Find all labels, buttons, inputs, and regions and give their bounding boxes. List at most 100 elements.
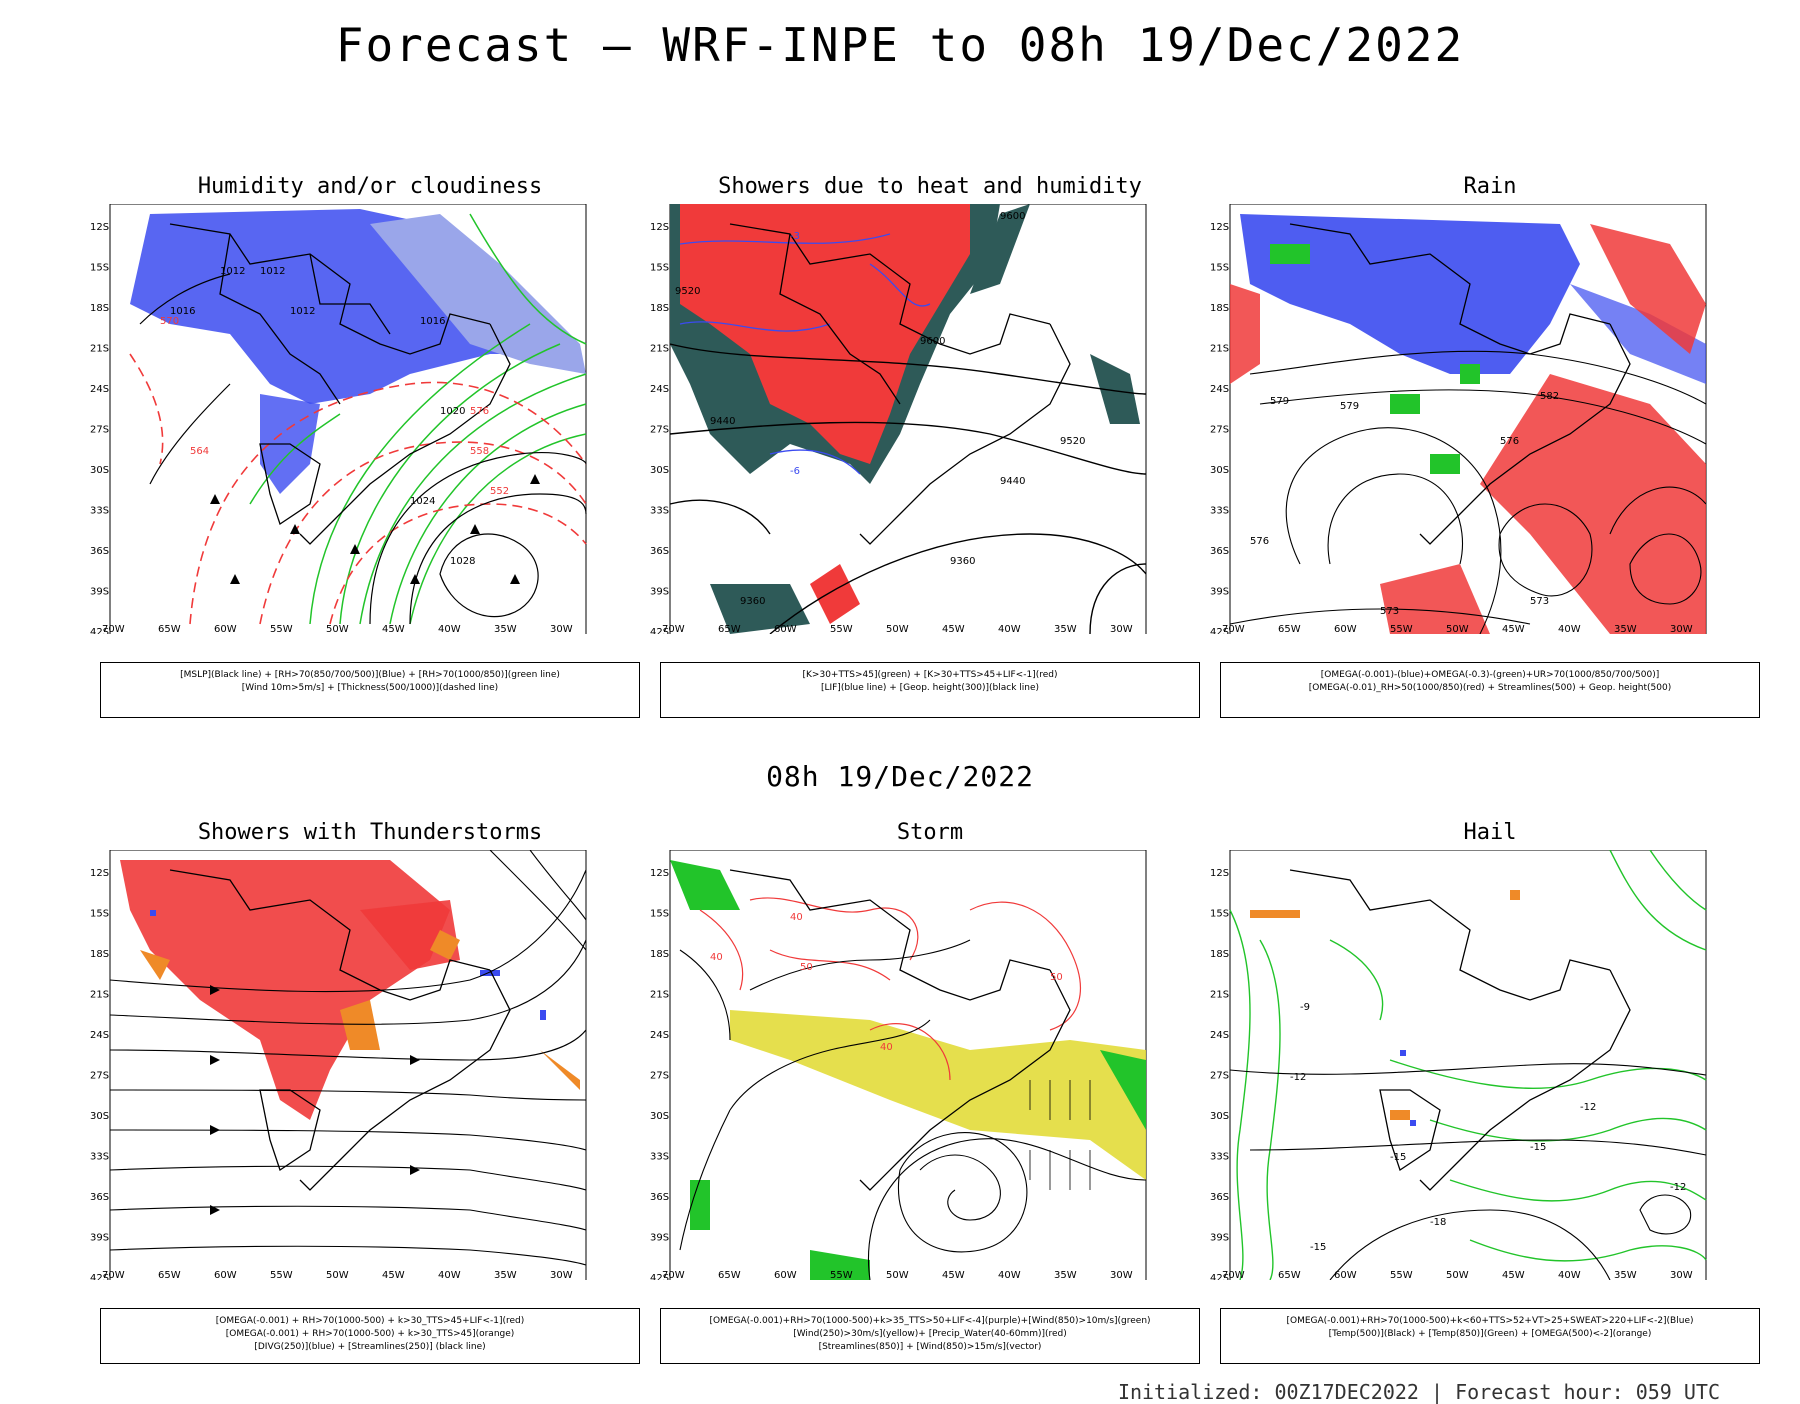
geop-label: 9360 xyxy=(740,596,765,607)
temp-label: -12 xyxy=(1290,1072,1306,1083)
lat-tick-label: 21S xyxy=(1210,344,1229,355)
geop-label: 9520 xyxy=(675,286,700,297)
lon-tick-label: 45W xyxy=(1502,1270,1525,1280)
lat-axis: 12S 15S 18S 21S 24S 27S 30S 33S 36S 39S 42S xyxy=(1210,868,1229,1280)
lat-tick-label: 33S xyxy=(90,1152,109,1163)
lon-tick-label: 60W xyxy=(774,624,797,634)
lat-tick-label: 27S xyxy=(90,1071,109,1082)
lat-tick-label: 18S xyxy=(90,303,109,314)
geop-label: 573 xyxy=(1380,606,1399,617)
geop-label: 582 xyxy=(1540,391,1559,402)
lon-tick-label: 70W xyxy=(1222,624,1245,634)
lon-tick-label: 55W xyxy=(1390,624,1413,634)
lat-tick-label: 36S xyxy=(1210,546,1229,557)
lat-tick-label: 30S xyxy=(90,1111,109,1122)
mslp-label: 1028 xyxy=(450,556,475,567)
lat-tick-label: 39S xyxy=(90,1233,109,1244)
map-showers-heat: 9600 9600 9520 9520 9440 9440 9360 9360 … xyxy=(650,204,1147,634)
caption-line: [OMEGA(-0.01)_RH>50(1000/850)(red) + Str… xyxy=(1308,683,1672,693)
lon-tick-label: 50W xyxy=(1446,624,1469,634)
lon-tick-label: 30W xyxy=(1670,624,1693,634)
lat-tick-label: 24S xyxy=(650,1030,669,1041)
lon-tick-label: 40W xyxy=(438,1270,461,1280)
lat-tick-label: 27S xyxy=(90,425,109,436)
lat-tick-label: 21S xyxy=(1210,990,1229,1001)
lat-tick-label: 36S xyxy=(90,546,109,557)
lon-tick-label: 50W xyxy=(1446,1270,1469,1280)
panel-hail: Hail xyxy=(1210,820,1770,1400)
lon-tick-label: 40W xyxy=(1558,624,1581,634)
map-thunderstorms: 12S 15S 18S 21S 24S 27S 30S 33S 36S 39S 42S 70W 65W… xyxy=(90,850,587,1280)
caption-line: [OMEGA(-0.001)+RH>70(1000-500)+k<60+TTS>… xyxy=(1286,1316,1694,1326)
thickness-label: 564 xyxy=(190,446,209,457)
page-title: Forecast — WRF-INPE to 08h 19/Dec/2022 xyxy=(335,18,1465,72)
caption-line: [OMEGA(-0.001) + RH>70(1000-500) + k>30_… xyxy=(215,1316,525,1326)
lat-tick-label: 33S xyxy=(1210,1152,1229,1163)
valid-time-subtitle: 08h 19/Dec/2022 xyxy=(766,760,1034,793)
lat-tick-label: 42S xyxy=(90,627,109,634)
mslp-label: 1012 xyxy=(290,306,315,317)
panel-caption: [OMEGA(-0.001)-(blue)+OMEGA(-0.3)-(green… xyxy=(1220,662,1760,718)
caption-line: [LIF](blue line) + [Geop. height(300)](b… xyxy=(820,683,1040,693)
lon-tick-label: 50W xyxy=(326,1270,349,1280)
caption-line: [Temp(500)](Black) + [Temp(850)](Green) … xyxy=(1328,1329,1652,1339)
caption-line: [OMEGA(-0.001)+RH>70(1000-500)+k>35_TTS>… xyxy=(709,1316,1151,1326)
mslp-label: 1020 xyxy=(440,406,465,417)
lon-tick-label: 40W xyxy=(1558,1270,1581,1280)
lat-tick-label: 12S xyxy=(650,222,669,233)
lon-tick-label: 50W xyxy=(326,624,349,634)
lat-tick-label: 42S xyxy=(650,1273,669,1280)
lon-tick-label: 35W xyxy=(494,624,517,634)
lon-tick-label: 65W xyxy=(158,1270,181,1280)
lon-tick-label: 40W xyxy=(438,624,461,634)
caption-line: [MSLP](Black line) + [RH>70(850/700/500)… xyxy=(180,670,560,680)
geop-label: 9360 xyxy=(950,556,975,567)
lat-tick-label: 36S xyxy=(90,1192,109,1203)
lat-tick-label: 30S xyxy=(650,465,669,476)
lat-tick-label: 24S xyxy=(1210,384,1229,395)
lon-tick-label: 50W xyxy=(886,1270,909,1280)
lat-tick-label: 18S xyxy=(1210,303,1229,314)
lon-axis: 70W 65W 60W 55W 50W 45W 40W 35W 30W xyxy=(102,1270,573,1280)
panel-rain: Rain xyxy=(1210,174,1770,754)
lon-tick-label: 55W xyxy=(830,1270,853,1280)
geop-label: 9600 xyxy=(1000,211,1025,222)
panel-caption: [OMEGA(-0.001) + RH>70(1000-500) + k>30_… xyxy=(100,1308,640,1364)
caption-line: [Wind(250)>30m/s](yellow)+ [Precip_Water… xyxy=(793,1329,1067,1339)
temp-label: -12 xyxy=(1670,1182,1686,1193)
lon-tick-label: 40W xyxy=(998,1270,1021,1280)
lat-tick-label: 33S xyxy=(90,506,109,517)
lat-axis: 12S 15S 18S 21S 24S 27S 30S 33S 36S 39S 42S xyxy=(90,222,109,634)
lat-tick-label: 30S xyxy=(90,465,109,476)
caption-line: [K>30+TTS>45](green) + [K>30+TTS>45+LIF<… xyxy=(802,670,1058,680)
map-rain: 579 579 582 576 573 573 576 12S 15S 18S 21S… xyxy=(1210,204,1707,634)
geop-label: 579 xyxy=(1340,401,1359,412)
lat-tick-label: 30S xyxy=(650,1111,669,1122)
lon-tick-label: 30W xyxy=(550,624,573,634)
panel-title: Hail xyxy=(1463,820,1517,845)
lon-axis: 70W 65W 60W 55W 50W 45W 40W 35W 30W xyxy=(1222,1270,1693,1280)
lat-tick-label: 21S xyxy=(650,990,669,1001)
lat-tick-label: 12S xyxy=(90,222,109,233)
lon-tick-label: 65W xyxy=(1278,624,1301,634)
lon-tick-label: 60W xyxy=(214,1270,237,1280)
lat-tick-label: 42S xyxy=(90,1273,109,1280)
caption-line: [OMEGA(-0.001) + RH>70(1000-500) + k>30_… xyxy=(225,1329,515,1339)
geop-label: 9600 xyxy=(920,336,945,347)
lat-tick-label: 12S xyxy=(650,868,669,879)
lon-tick-label: 70W xyxy=(1222,1270,1245,1280)
lat-tick-label: 12S xyxy=(90,868,109,879)
panel-title: Showers due to heat and humidity xyxy=(718,174,1142,199)
lat-tick-label: 39S xyxy=(650,587,669,598)
lat-tick-label: 21S xyxy=(90,344,109,355)
panel-title: Storm xyxy=(896,820,964,845)
pw-label: 40 xyxy=(880,1042,893,1053)
lon-tick-label: 30W xyxy=(1110,1270,1133,1280)
lon-tick-label: 35W xyxy=(494,1270,517,1280)
map-hail: -9 -12 -12 -15 -15 -18 -15 -12 12S 15S 18S… xyxy=(1210,850,1707,1280)
lon-tick-label: 45W xyxy=(942,624,965,634)
lat-tick-label: 18S xyxy=(90,949,109,960)
panel-caption: [OMEGA(-0.001)+RH>70(1000-500)+k<60+TTS>… xyxy=(1220,1308,1760,1364)
lat-tick-label: 24S xyxy=(90,384,109,395)
lat-tick-label: 15S xyxy=(1210,263,1229,274)
